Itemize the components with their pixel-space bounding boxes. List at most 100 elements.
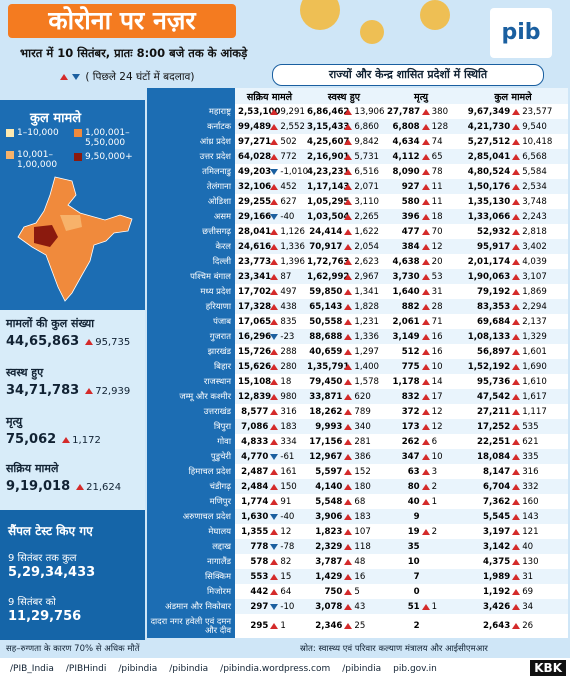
cell-change: 1,869: [522, 286, 547, 297]
state-name: अंडमान और निकोबार: [147, 599, 235, 614]
up-arrow: [421, 243, 430, 250]
brand: KBK: [530, 660, 566, 676]
up-arrow: [270, 408, 279, 415]
summary-value: 9,19,018 21,624: [6, 479, 121, 494]
cell-change: 1,622: [354, 226, 380, 237]
up-arrow: [512, 288, 521, 295]
cell-value: 18,084: [477, 451, 511, 462]
table-cell: 1,17,143 2,071: [304, 182, 384, 192]
social-link[interactable]: /pibindia: [118, 664, 158, 674]
cell-change: 3,110: [354, 196, 380, 207]
table-cell: 23,773 1,396: [235, 257, 305, 267]
summary-label: मामलों की कुल संख्या: [6, 317, 95, 330]
up-arrow: [421, 168, 430, 175]
table-cell: 4,375 130: [458, 557, 568, 567]
table-row: कर्नाटक 99,489 2,552 3,15,433 6,860 6,808 128 4…: [147, 119, 568, 134]
cell-value: 1,52,192: [467, 361, 511, 372]
cell-change: 2,818: [522, 226, 547, 237]
table-cell: 1,178 14: [384, 377, 458, 387]
table-row: अरुणाचल प्रदेश 1,630 -40 3,906 183 9 5,545 143: [147, 509, 568, 524]
up-arrow: [344, 348, 353, 355]
table-cell: 15,626 280: [235, 362, 304, 372]
virus-icon: [300, 0, 340, 30]
cell-change: 620: [354, 391, 371, 402]
cell-value: 7,086: [241, 421, 269, 432]
social-link[interactable]: pib.gov.in: [393, 664, 437, 674]
cell-change: 2,294: [522, 301, 547, 312]
up-arrow: [344, 228, 353, 235]
cell-value: 9,67,349: [467, 106, 511, 117]
social-link[interactable]: /PIBHindi: [65, 664, 107, 674]
cell-change: 26: [522, 621, 534, 631]
down-arrow: [72, 74, 80, 80]
up-arrow: [421, 318, 430, 325]
table-row: छत्तीसगढ़ 28,041 1,126 24,414 1,622 477 70 52,9…: [147, 224, 568, 239]
social-link[interactable]: /PIB_India: [10, 664, 54, 674]
table-cell: 64,028 772: [235, 152, 304, 162]
change-note: ( पिछले 24 घंटों में बदलाव): [58, 70, 195, 84]
cell-change: 31: [431, 286, 443, 297]
cell-value: 97,271: [238, 136, 272, 147]
column-header: मृत्यु: [414, 91, 428, 103]
map-shape: [17, 176, 133, 302]
table-cell: 8,090 78: [384, 167, 458, 177]
cell-change: 1,336: [280, 241, 305, 252]
up-arrow: [270, 108, 279, 115]
table-cell: 3,426 34: [458, 602, 568, 612]
table-cell: 79,450 1,578: [304, 377, 384, 387]
cell-change: -40: [280, 511, 295, 522]
cell-change: 16: [354, 571, 366, 582]
up-arrow: [512, 228, 521, 235]
cell-value: 24,616: [238, 241, 272, 252]
up-arrow: [421, 303, 430, 310]
legend-swatch: [6, 151, 14, 159]
cell-value: 63: [407, 466, 420, 477]
cell-change: 15: [280, 571, 292, 582]
cell-value: 3,906: [315, 511, 343, 522]
cell-change: 1,400: [354, 361, 380, 372]
up-arrow: [344, 468, 353, 475]
cell-value: 7: [413, 571, 420, 582]
cell-change: 64: [280, 586, 292, 597]
table-cell: 6,808 128: [384, 122, 458, 132]
cell-change: 31: [522, 571, 534, 582]
change-value: 72,939: [95, 386, 131, 397]
table-cell: 1,429 16: [304, 572, 384, 582]
up-arrow: [512, 273, 521, 280]
cell-change: 121: [522, 526, 539, 537]
table-cell: 5,597 152: [304, 467, 384, 477]
social-link[interactable]: /pibindia: [169, 664, 209, 674]
social-link[interactable]: /pibindia: [342, 664, 382, 674]
cell-value: 40,659: [309, 346, 343, 357]
cell-value: 4,112: [392, 151, 420, 162]
up-arrow: [344, 483, 353, 490]
cell-value: 2,01,174: [467, 256, 511, 267]
cell-value: 3,149: [392, 331, 420, 342]
cell-change: 2,623: [354, 256, 380, 267]
table-cell: 4,634 74: [384, 137, 458, 147]
state-name: झारखंड: [147, 344, 235, 359]
social-link[interactable]: /pibindia.wordpress.com: [220, 664, 331, 674]
up-arrow: [85, 339, 94, 345]
table-cell: 477 70: [384, 227, 458, 237]
table-cell: 49,203 -1,010: [235, 167, 308, 177]
cell-change: 68: [354, 496, 366, 507]
cell-value: 173: [401, 421, 420, 432]
cell-value: 2,85,041: [467, 151, 511, 162]
cell-change: 1,329: [522, 331, 547, 342]
up-arrow: [512, 108, 521, 115]
cell-value: 1,62,992: [307, 271, 350, 282]
cell-value: 6,86,462: [307, 106, 350, 117]
cell-value: 80: [407, 481, 420, 492]
summary-change: 21,624: [74, 482, 121, 493]
table-cell: 1,35,791 1,400: [304, 362, 384, 372]
cell-value: 372: [401, 406, 420, 417]
cell-change: 10: [431, 361, 443, 372]
up-arrow: [270, 623, 279, 629]
cell-value: 1,774: [241, 496, 269, 507]
table-row: लद्दाख 778 -78 2,329 118 35 3,142 40: [147, 539, 568, 554]
legend-item: 10,001–1,00,000: [6, 150, 74, 170]
table-row: दादरा नगर हवेली एवं दमन और दीव 295 1 2,346 2…: [147, 614, 568, 638]
cell-value: 7,362: [483, 496, 511, 507]
cell-value: 17,065: [238, 316, 272, 327]
